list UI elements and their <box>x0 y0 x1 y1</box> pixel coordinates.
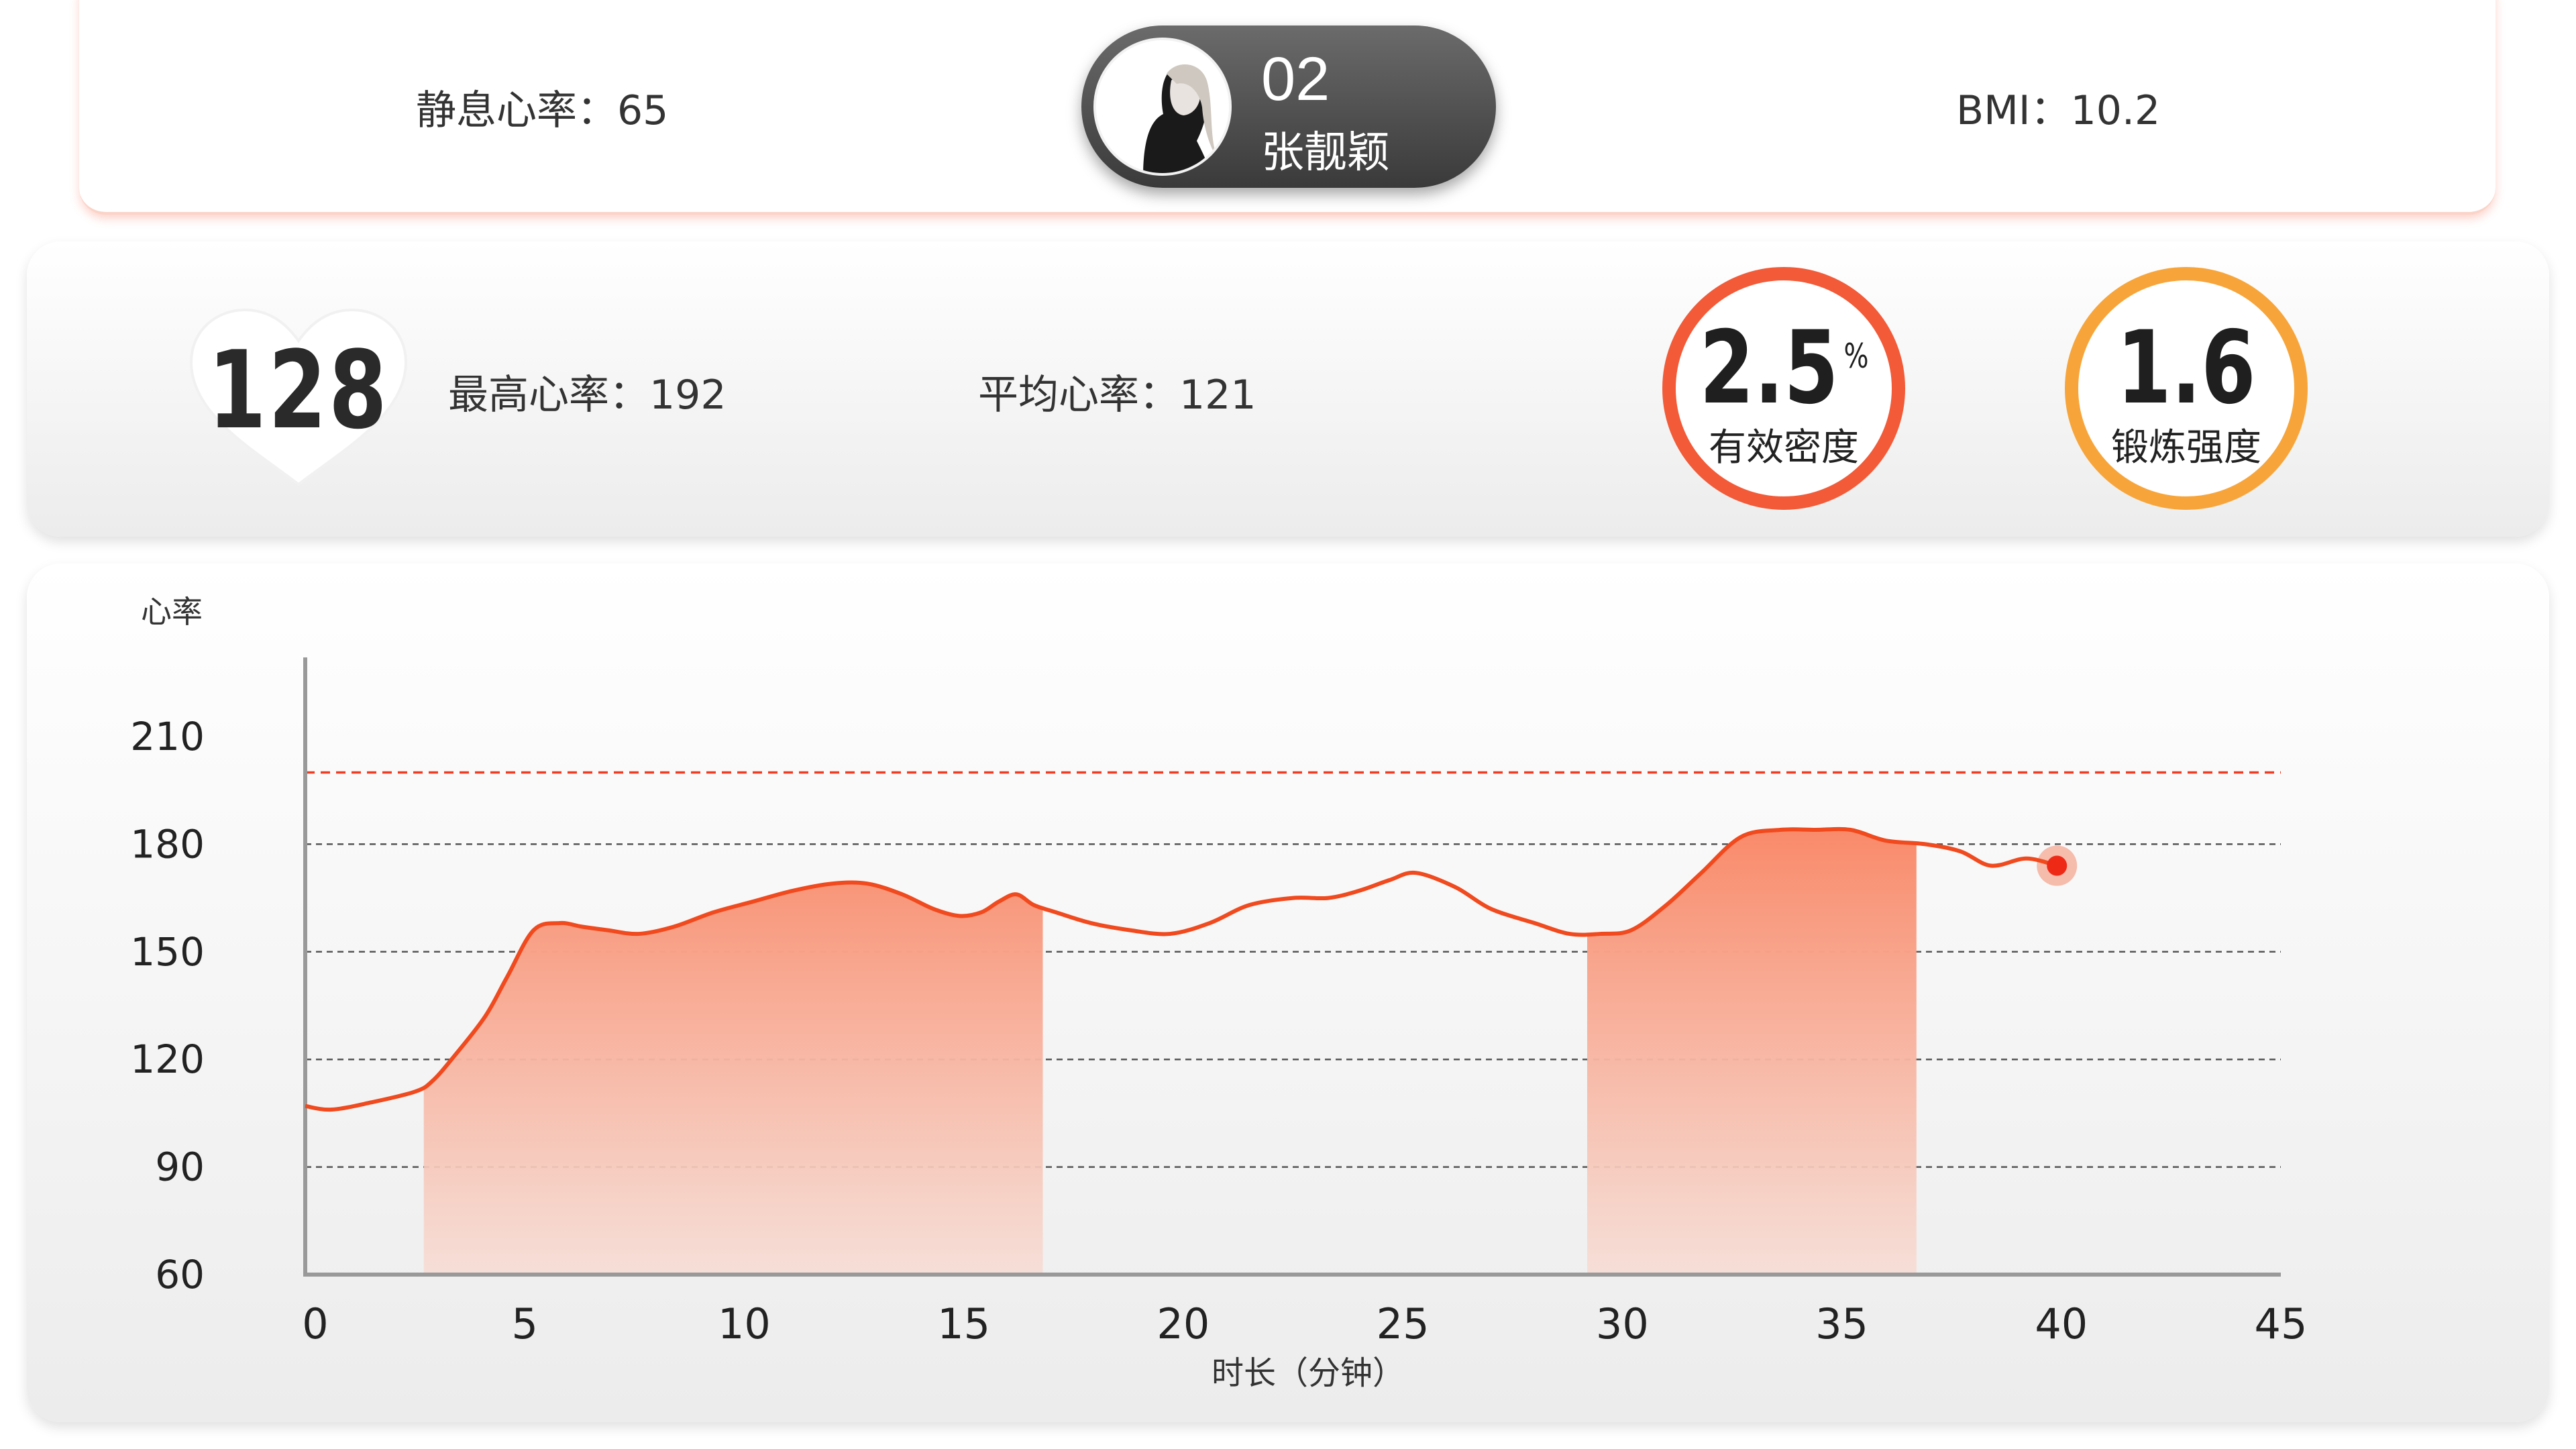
y-tick-label: 180 <box>130 821 205 867</box>
bmi-value: 10.2 <box>2070 87 2161 134</box>
x-tick-label: 5 <box>511 1299 537 1348</box>
heart-rate-line <box>305 826 2058 1112</box>
y-axis-label: 心率 <box>141 594 203 630</box>
effective-density-value-wrap: 2.5% <box>1699 310 1868 427</box>
x-tick-label: 0 <box>302 1299 328 1348</box>
intensity-value: 1.6 <box>2116 310 2256 427</box>
effective-density-value: 2.5 <box>1699 310 1839 427</box>
heart-rate-chart: 60 90 120 150 180 210 0 5 10 15 20 25 30 35 40 45 心率 时长… <box>130 594 2308 1392</box>
bmi-label: BMI： <box>1956 87 2071 134</box>
x-tick-label: 25 <box>1377 1299 1430 1348</box>
current-point-marker <box>2047 855 2068 876</box>
intensity-ring: 1.6 锻炼强度 <box>2065 267 2308 510</box>
highlight-area <box>423 828 1917 1275</box>
profile-badge[interactable]: 02 张靓颖 <box>1081 25 1496 188</box>
profile-name: 张靓颖 <box>1261 128 1390 178</box>
y-tick-label: 210 <box>130 714 205 759</box>
effective-density-label: 有效密度 <box>1709 426 1859 470</box>
avatar-photo-icon[interactable] <box>1093 38 1232 176</box>
resting-heart-rate: 静息心率：65 <box>416 78 668 136</box>
x-tick-label: 40 <box>2035 1299 2088 1348</box>
heart-icon <box>189 308 408 486</box>
resting-heart-rate-label: 静息心率： <box>416 87 617 134</box>
x-tick-label: 45 <box>2255 1299 2308 1348</box>
x-tick-label: 15 <box>937 1299 990 1348</box>
y-tick-label: 90 <box>155 1144 205 1190</box>
current-heart-rate: 128 <box>208 327 389 453</box>
y-tick-label: 120 <box>130 1036 205 1082</box>
heart-rate-chart-panel <box>27 564 2549 1422</box>
intensity-label: 锻炼强度 <box>2111 426 2261 470</box>
effective-density-ring: 2.5% 有效密度 <box>1662 267 1905 510</box>
effective-density-unit: % <box>1843 337 1869 376</box>
max-heart-rate: 最高心率：192 <box>448 362 727 421</box>
y-tick-label: 150 <box>130 929 205 975</box>
avatar-portrait-icon <box>1096 40 1229 173</box>
x-tick-label: 30 <box>1596 1299 1649 1348</box>
max-heart-rate-value: 192 <box>649 372 727 419</box>
summary-panel: 128 最高心率：192 平均心率：121 2.5% 有效密度 1.6 锻炼强度 <box>27 241 2549 537</box>
x-tick-label: 35 <box>1815 1299 1868 1348</box>
profile-number: 02 <box>1261 45 1330 113</box>
bmi: BMI：10.2 <box>1956 78 2160 136</box>
max-heart-rate-label: 最高心率： <box>448 372 649 419</box>
avg-heart-rate-label: 平均心率： <box>978 372 1179 419</box>
resting-heart-rate-value: 65 <box>617 87 669 134</box>
avg-heart-rate: 平均心率：121 <box>978 362 1256 421</box>
x-axis-label: 时长（分钟） <box>1212 1354 1405 1392</box>
avg-heart-rate-value: 121 <box>1179 372 1256 419</box>
x-tick-label: 20 <box>1157 1299 1210 1348</box>
x-tick-label: 10 <box>718 1299 771 1348</box>
y-tick-label: 60 <box>155 1252 205 1297</box>
